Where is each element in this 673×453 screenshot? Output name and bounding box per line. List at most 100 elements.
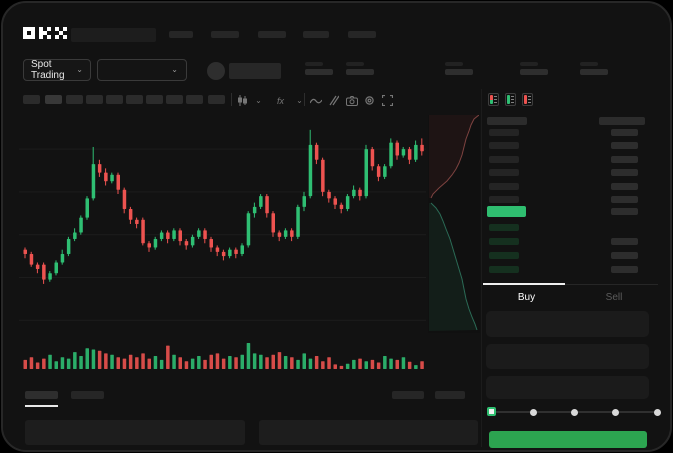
nav-item-placeholder[interactable] — [258, 31, 286, 38]
volume-bar — [73, 352, 77, 369]
timeframe-button-placeholder[interactable] — [45, 95, 62, 104]
candle-body — [85, 198, 89, 218]
volume-bar — [383, 356, 387, 369]
orderbook-ask-row[interactable] — [489, 155, 519, 163]
book-asks-icon[interactable] — [522, 93, 533, 106]
orderbook-ask-row[interactable] — [489, 142, 519, 150]
stat-label-placeholder — [305, 62, 323, 66]
candle-body — [259, 196, 263, 207]
nav-item-placeholder[interactable] — [211, 31, 239, 38]
fullscreen-icon[interactable] — [381, 94, 394, 107]
volume-bar — [308, 358, 313, 369]
candle-body — [135, 219, 139, 224]
timeframe-button-placeholder[interactable] — [186, 95, 203, 104]
candle-body — [153, 238, 158, 248]
nav-item-placeholder[interactable] — [303, 31, 329, 38]
timeframe-button-placeholder[interactable] — [126, 95, 143, 104]
order-amount-field[interactable] — [486, 344, 649, 369]
orderbook-last-price[interactable] — [487, 206, 526, 217]
tab-buy[interactable]: Buy — [483, 287, 570, 307]
volume-bar — [29, 357, 34, 369]
timeframe-button-placeholder[interactable] — [86, 95, 103, 104]
volume-bar — [333, 364, 337, 369]
orderbook-ask-row[interactable] — [489, 196, 519, 203]
candle-type-icon[interactable] — [236, 94, 249, 107]
tab-sell[interactable]: Sell — [570, 287, 658, 307]
orderbook-bid-row[interactable] — [489, 252, 519, 259]
bottom-tab-active-placeholder[interactable] — [25, 391, 58, 399]
orderbook-bid-row[interactable] — [489, 224, 519, 231]
bottom-action-placeholder[interactable] — [392, 391, 424, 399]
candle-body — [296, 206, 300, 237]
orderbook-ask-row[interactable] — [489, 169, 519, 177]
orderbook-header-amount-placeholder — [599, 117, 645, 125]
order-total-field[interactable] — [486, 376, 649, 399]
timeframe-button-placeholder[interactable] — [23, 95, 40, 104]
slider-stop[interactable] — [571, 408, 578, 416]
timeframe-button-placeholder[interactable] — [66, 95, 83, 104]
bottom-action-placeholder[interactable] — [435, 391, 465, 399]
volume-bar — [252, 353, 257, 369]
market-type-selector[interactable]: Spot Trading ⌄ — [23, 59, 91, 81]
volume-bar — [128, 354, 133, 369]
depth-chart — [429, 115, 479, 331]
pair-selector-dropdown[interactable]: ⌄ — [97, 59, 187, 81]
volume-bar — [60, 357, 65, 369]
bottom-tab-placeholder[interactable] — [71, 391, 104, 399]
orderbook-bid-row[interactable] — [489, 238, 519, 245]
volume-bar — [296, 359, 300, 369]
candle-body — [234, 249, 238, 254]
timeframe-button-placeholder[interactable] — [106, 95, 123, 104]
book-combined-icon[interactable] — [488, 93, 499, 106]
slider-stop[interactable] — [612, 408, 620, 416]
candle-body — [265, 196, 269, 214]
timeframe-button-placeholder[interactable] — [208, 95, 225, 104]
timeframe-button-placeholder[interactable] — [166, 95, 183, 104]
order-price-field[interactable] — [486, 311, 649, 337]
candle-body — [401, 149, 406, 156]
candle-body — [184, 241, 189, 246]
slider-handle[interactable] — [487, 407, 496, 416]
candle-body — [221, 251, 226, 257]
chevron-down-icon[interactable]: ⌄ — [296, 96, 303, 105]
candle-body — [407, 149, 412, 160]
volume-bar — [85, 348, 89, 369]
chevron-down-icon[interactable]: ⌄ — [255, 96, 262, 105]
orderbook-ask-row[interactable] — [489, 129, 519, 136]
volume-bar — [54, 361, 58, 369]
volume-bar — [184, 361, 189, 369]
candle-body — [48, 273, 52, 280]
timeframe-button-placeholder[interactable] — [146, 95, 163, 104]
stat-label-placeholder — [445, 62, 463, 66]
settings-icon[interactable] — [363, 94, 376, 107]
bottom-panel-right — [259, 420, 478, 445]
candle-body — [110, 174, 114, 182]
indicator-icon[interactable]: fx — [276, 95, 284, 106]
stat-value-placeholder — [520, 69, 548, 75]
slider-stop[interactable] — [653, 408, 661, 416]
orderbook-bid-row[interactable] — [489, 266, 519, 273]
orderbook-ask-row[interactable] — [489, 182, 519, 190]
nav-item-placeholder[interactable] — [348, 31, 376, 38]
panel-divider — [481, 89, 482, 447]
volume-bar — [314, 356, 319, 369]
candle-body — [370, 149, 375, 167]
toolbar-divider — [304, 93, 305, 106]
market-type-label: Spot Trading — [31, 59, 65, 81]
stat-label-placeholder — [520, 62, 538, 66]
camera-icon[interactable] — [345, 94, 358, 107]
line-style-icon[interactable] — [309, 94, 322, 107]
volume-bar — [104, 353, 108, 369]
candle-body — [364, 149, 368, 197]
candle-body — [376, 166, 381, 177]
book-bids-icon[interactable] — [505, 93, 516, 106]
volume-bar — [110, 354, 114, 369]
candle-body — [172, 230, 176, 239]
nav-item-placeholder[interactable] — [169, 31, 193, 38]
slider-stop[interactable] — [529, 408, 537, 416]
candle-body — [116, 174, 120, 190]
buy-submit-button[interactable] — [489, 431, 647, 448]
candle-body — [54, 262, 58, 274]
candlestick-chart[interactable] — [19, 115, 426, 373]
draw-icon[interactable] — [327, 94, 340, 107]
